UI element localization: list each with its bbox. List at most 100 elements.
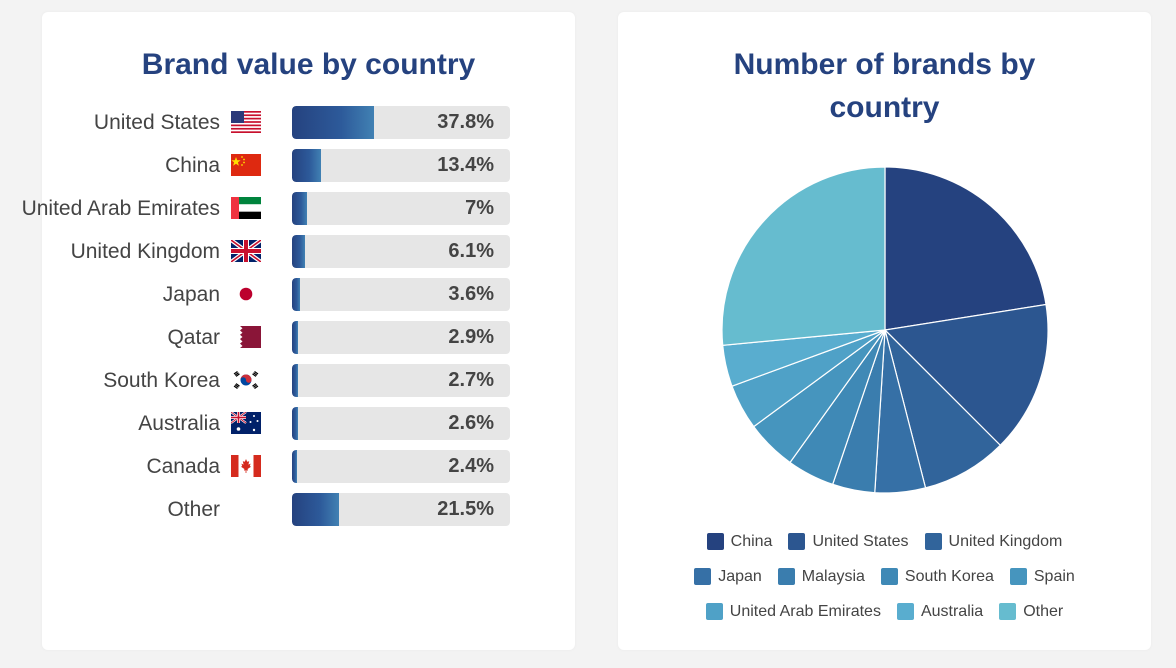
bar-row: Qatar 2.9%	[42, 321, 575, 354]
legend-swatch	[694, 568, 712, 585]
legend-item[interactable]: Malaysia	[777, 567, 865, 586]
bar-category-label: Qatar	[167, 326, 220, 349]
legend-label: Australia	[920, 602, 984, 620]
bar-category-label: Japan	[162, 283, 220, 306]
bar-category-label: Canada	[146, 455, 220, 478]
legend-swatch	[705, 603, 723, 620]
bar-row: Canada 2.4%	[42, 450, 575, 483]
south-korea-flag-icon	[231, 369, 261, 391]
legend-swatch	[788, 533, 806, 550]
bar-category-label: South Korea	[103, 369, 220, 392]
bar-category-label: China	[165, 154, 220, 177]
bar-track: 13.4%	[292, 149, 510, 182]
brand-value-card: Brand value by country United States 37.…	[22, 12, 575, 650]
legend-row: China United States United Kingdom	[618, 524, 1151, 559]
bar-value-label: 2.4%	[448, 455, 494, 477]
bar-fill	[292, 493, 339, 526]
bar-track: 2.7%	[292, 364, 510, 397]
pie-slice	[883, 328, 1002, 489]
legend-label: Malaysia	[801, 567, 865, 585]
legend-swatch	[924, 533, 942, 550]
legend-label: United Kingdom	[948, 532, 1063, 550]
bar-row: South Korea 2.7%	[42, 364, 575, 397]
legend-item[interactable]: South Korea	[880, 567, 994, 586]
brand-value-title: Brand value by country	[141, 48, 476, 81]
legend-swatch	[777, 568, 795, 585]
us-flag-icon	[231, 111, 261, 133]
legend-label: United States	[812, 532, 909, 550]
legend-swatch	[999, 603, 1017, 620]
bar-fill	[292, 407, 298, 440]
japan-flag-icon	[231, 283, 261, 305]
bar-value-label: 6.1%	[448, 240, 494, 262]
bar-value-label: 2.6%	[448, 412, 494, 434]
bar-row: United Kingdom 6.1%	[42, 235, 575, 268]
bar-track: 7%	[292, 192, 510, 225]
bar-category-label: United Kingdom	[70, 240, 220, 263]
brand-count-pie-chart	[721, 166, 1049, 494]
legend-row: Japan Malaysia South Korea Spain	[618, 559, 1151, 594]
bar-row: China 13.4%	[42, 149, 575, 182]
qatar-flag-icon	[231, 326, 261, 348]
bar-row: Other 21.5%	[42, 493, 575, 526]
pie-slice	[884, 166, 1047, 331]
legend-swatch	[880, 568, 898, 585]
bar-value-label: 37.8%	[437, 111, 494, 133]
bar-fill	[292, 450, 298, 483]
pie-slice	[721, 166, 886, 346]
australia-flag-icon	[231, 412, 261, 434]
legend-item[interactable]: Australia	[896, 602, 984, 621]
bar-fill	[292, 364, 298, 397]
bar-fill	[292, 149, 322, 182]
legend-label: Spain	[1033, 567, 1075, 585]
legend-label: China	[730, 532, 773, 550]
pie-legend: China United States United Kingdom Japan Mal…	[618, 524, 1151, 629]
legend-label: Japan	[718, 567, 762, 585]
bar-track: 2.4%	[292, 450, 510, 483]
legend-item[interactable]: United Kingdom	[924, 532, 1063, 551]
bar-category-label: United States	[93, 111, 220, 134]
legend-item[interactable]: Japan	[694, 568, 762, 586]
legend-item[interactable]: Other	[999, 603, 1063, 621]
bar-category-label: Other	[167, 498, 220, 521]
brand-count-card: Number of brands by country China United …	[618, 12, 1151, 650]
legend-item[interactable]: United Arab Emirates	[705, 603, 881, 621]
legend-item[interactable]: Spain	[1009, 567, 1075, 586]
bar-fill	[292, 321, 299, 354]
bar-track: 21.5%	[292, 493, 510, 526]
bar-fill	[292, 235, 306, 268]
bar-track: 37.8%	[292, 106, 510, 139]
bar-track: 3.6%	[292, 278, 510, 311]
bar-value-label: 21.5%	[437, 498, 494, 520]
bar-row: Australia 2.6%	[42, 407, 575, 440]
bar-row: Japan 3.6%	[42, 278, 575, 311]
legend-row: United Arab Emirates Australia Other	[618, 594, 1151, 629]
legend-swatch	[1009, 568, 1027, 585]
china-flag-icon	[231, 154, 261, 176]
bar-value-label: 7%	[465, 197, 494, 219]
brand-count-title: Number of brands by country	[733, 48, 1036, 124]
bar-value-label: 2.9%	[448, 326, 494, 348]
legend-swatch	[706, 533, 724, 550]
bar-fill	[292, 278, 300, 311]
uk-flag-icon	[231, 240, 261, 262]
legend-swatch	[896, 603, 914, 620]
canada-flag-icon	[231, 455, 261, 477]
bar-value-label: 2.7%	[448, 369, 494, 391]
uae-flag-icon	[231, 197, 261, 219]
legend-label: South Korea	[904, 567, 994, 585]
bar-fill	[292, 106, 375, 139]
legend-item[interactable]: United States	[788, 532, 909, 551]
bar-track: 2.9%	[292, 321, 510, 354]
pie-slice	[883, 303, 1049, 447]
bar-track: 6.1%	[292, 235, 510, 268]
bar-track: 2.6%	[292, 407, 510, 440]
bar-value-label: 13.4%	[437, 154, 494, 176]
bar-value-label: 3.6%	[448, 283, 494, 305]
bar-category-label: Australia	[138, 412, 220, 435]
legend-label: Other	[1023, 602, 1064, 620]
legend-item[interactable]: China	[706, 532, 773, 551]
bar-fill	[292, 192, 308, 225]
bar-row: United States 37.8%	[42, 106, 575, 139]
bar-row: United Arab Emirates 7%	[22, 192, 575, 225]
